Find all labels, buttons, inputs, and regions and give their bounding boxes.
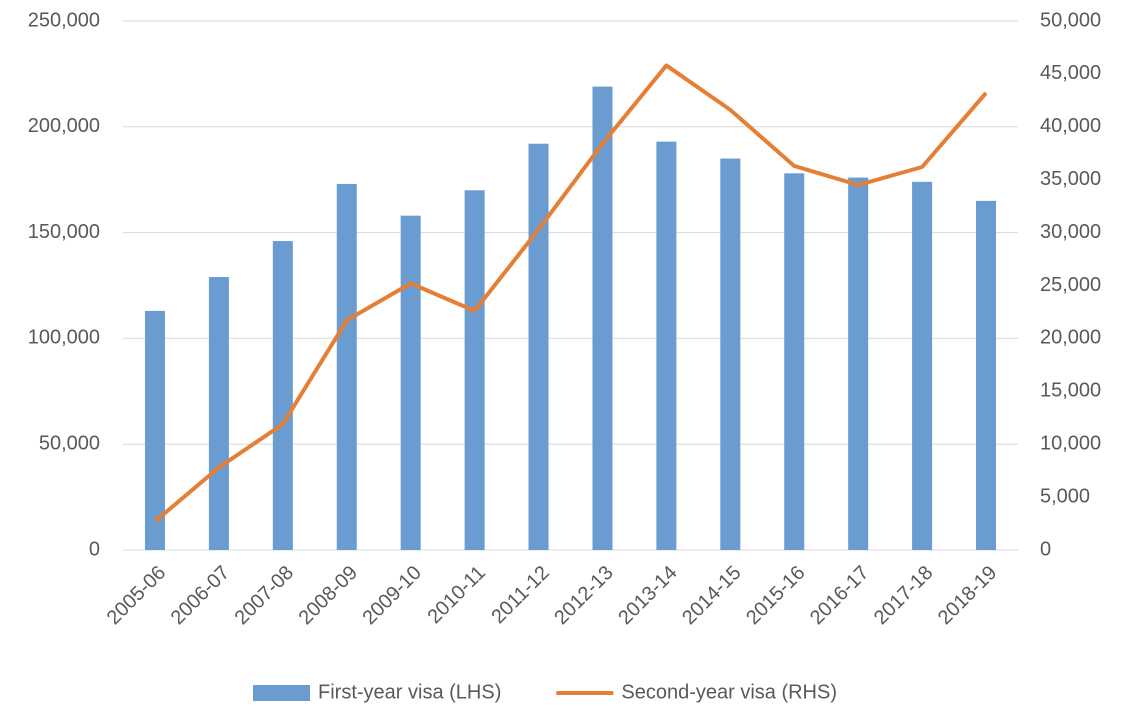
x-tick-label: 2015-16 — [742, 562, 809, 629]
y2-tick-label: 20,000 — [1040, 327, 1101, 349]
bar — [784, 173, 805, 551]
y2-tick-label: 25,000 — [1040, 274, 1101, 296]
bar — [848, 177, 869, 551]
x-tick-label: 2013-14 — [614, 562, 681, 629]
y-tick-label: 50,000 — [39, 432, 100, 454]
bar — [272, 241, 293, 550]
y2-tick-label: 50,000 — [1040, 9, 1101, 31]
legend-label: Second-year visa (RHS) — [621, 681, 837, 703]
y2-tick-label: 10,000 — [1040, 432, 1101, 454]
bar — [144, 310, 165, 550]
bar — [720, 158, 741, 551]
y-tick-label: 150,000 — [28, 221, 100, 243]
y2-tick-label: 45,000 — [1040, 62, 1101, 84]
y-tick-label: 0 — [89, 538, 100, 560]
x-tick-label: 2008-09 — [295, 562, 362, 629]
x-tick-label: 2007-08 — [231, 562, 298, 629]
x-tick-label: 2010-11 — [423, 562, 489, 628]
x-tick-label: 2011-12 — [487, 562, 553, 628]
bar — [912, 181, 933, 551]
y2-tick-label: 30,000 — [1040, 221, 1101, 243]
y-tick-label: 200,000 — [28, 115, 100, 137]
x-tick-label: 2012-13 — [550, 562, 617, 629]
y2-tick-label: 15,000 — [1040, 380, 1101, 402]
y-tick-label: 250,000 — [28, 9, 100, 31]
bar — [464, 190, 485, 550]
y-tick-label: 100,000 — [28, 327, 100, 349]
x-tick-label: 2016-17 — [806, 562, 873, 629]
x-tick-label: 2018-19 — [934, 562, 1001, 629]
bar — [656, 141, 677, 550]
bar — [592, 86, 613, 550]
legend-label: First-year visa (LHS) — [318, 681, 501, 703]
y2-tick-label: 40,000 — [1040, 115, 1101, 137]
x-tick-label: 2005-06 — [103, 562, 170, 629]
legend-swatch — [253, 685, 310, 701]
bar — [976, 200, 997, 551]
y2-tick-label: 0 — [1040, 538, 1051, 560]
x-tick-label: 2006-07 — [167, 562, 234, 629]
bar — [208, 277, 229, 550]
line — [153, 63, 988, 523]
x-tick-label: 2017-18 — [870, 562, 937, 629]
y2-tick-label: 5,000 — [1040, 485, 1090, 507]
bar — [528, 143, 549, 550]
x-tick-label: 2009-10 — [358, 562, 425, 629]
bar — [400, 215, 421, 550]
x-tick-label: 2014-15 — [678, 562, 745, 629]
bar — [336, 183, 357, 550]
y2-tick-label: 35,000 — [1040, 168, 1101, 190]
